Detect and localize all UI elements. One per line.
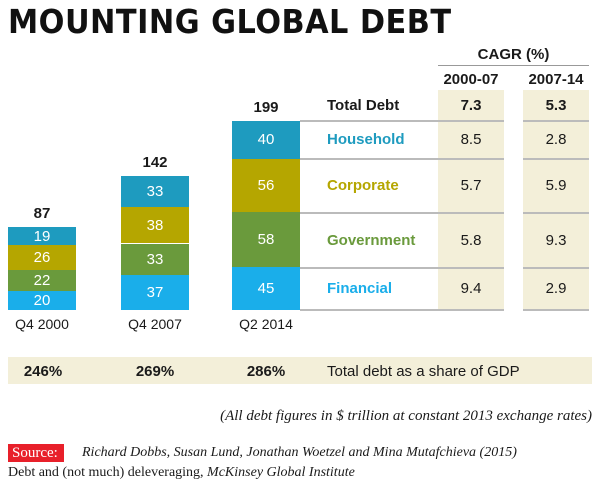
source-label: Source: — [8, 444, 64, 462]
cagr-financial-2000-07: 9.4 — [460, 280, 482, 297]
row-label-corporate: Corporate — [327, 177, 399, 194]
row-label-household: Household — [327, 131, 405, 148]
row-divider — [300, 309, 438, 311]
bar-corporate-1: 38 — [121, 207, 189, 244]
bar-financial-2: 45 — [232, 267, 300, 310]
bar-corporate-2: 56 — [232, 158, 300, 213]
bar-financial-1: 37 — [121, 274, 189, 310]
row-divider — [438, 120, 504, 122]
row-divider — [438, 267, 504, 269]
gdp-label: Total debt as a share of GDP — [327, 363, 520, 380]
cagr-household-2000-07: 8.5 — [460, 131, 482, 148]
row-divider — [300, 267, 438, 269]
row-divider — [300, 158, 438, 160]
row-divider — [300, 120, 438, 122]
row-divider — [523, 267, 589, 269]
row-divider — [523, 309, 589, 311]
total-label-1: 142 — [142, 154, 168, 172]
cagr-corporate-2000-07: 5.7 — [460, 177, 482, 194]
cagr-total-debt-2000-07: 7.3 — [460, 96, 482, 114]
bar-corporate-0: 26 — [8, 245, 76, 271]
bar-value: 20 — [33, 292, 51, 309]
gdp-band — [8, 357, 592, 384]
cagr-header: CAGR (%) — [477, 46, 550, 63]
bar-value: 26 — [33, 249, 51, 267]
bar-household-1: 33 — [121, 176, 189, 208]
bar-value: 56 — [257, 177, 275, 195]
bar-government-0: 22 — [8, 270, 76, 291]
x-tick-label-0: Q4 2000 — [15, 316, 69, 332]
cagr-column-2-shade — [523, 90, 589, 310]
bar-value: 22 — [33, 272, 51, 290]
cagr-government-2000-07: 5.8 — [460, 231, 482, 249]
row-label-financial: Financial — [327, 280, 393, 297]
row-divider — [523, 120, 589, 122]
row-divider — [438, 309, 504, 311]
row-divider — [523, 158, 589, 160]
column-header-2000-07: 2000-07 — [443, 71, 499, 88]
source-title: Debt and (not much) deleveraging, — [8, 465, 208, 480]
total-label-2: 199 — [253, 98, 279, 116]
cagr-corporate-2007-14: 5.9 — [545, 177, 567, 194]
bar-value: 33 — [146, 250, 164, 268]
gdp-share-q4-2007: 269% — [135, 363, 175, 380]
x-tick-label-2: Q2 2014 — [239, 316, 293, 332]
total-label-0: 87 — [33, 205, 51, 223]
row-label-total-debt: Total Debt — [327, 96, 400, 114]
unit-note: (All debt figures in $ trillion at const… — [220, 408, 592, 424]
bar-value: 40 — [257, 131, 275, 149]
cagr-government-2007-14: 9.3 — [545, 231, 567, 249]
divider — [438, 65, 589, 66]
bar-value: 37 — [146, 283, 164, 301]
source-authors: Richard Dobbs, Susan Lund, Jonathan Woet… — [82, 445, 517, 460]
cagr-total-debt-2007-14: 5.3 — [545, 96, 567, 114]
bar-financial-0: 20 — [8, 291, 76, 310]
cagr-household-2007-14: 2.8 — [545, 131, 567, 148]
bar-government-2: 58 — [232, 212, 300, 268]
bar-value: 19 — [33, 227, 51, 245]
bar-value: 45 — [257, 280, 275, 298]
bar-household-0: 19 — [8, 227, 76, 246]
gdp-share-q4-2000: 246% — [23, 363, 63, 380]
cagr-financial-2007-14: 2.9 — [545, 280, 567, 297]
x-tick-label-1: Q4 2007 — [128, 316, 182, 332]
row-divider — [300, 212, 438, 214]
column-header-2007-14: 2007-14 — [528, 71, 584, 88]
bar-value: 33 — [146, 183, 164, 201]
bar-government-1: 33 — [121, 243, 189, 275]
bar-value: 58 — [257, 231, 275, 249]
source-publisher: McKinsey Global Institute — [207, 465, 355, 480]
chart-title: MOUNTING GLOBAL DEBT — [8, 2, 452, 41]
row-label-government: Government — [327, 231, 416, 249]
row-divider — [438, 212, 504, 214]
gdp-share-q2-2014: 286% — [246, 363, 286, 380]
bar-value: 38 — [146, 216, 164, 234]
row-divider — [523, 212, 589, 214]
bar-household-2: 40 — [232, 120, 300, 159]
cagr-column-1-shade — [438, 90, 504, 310]
row-divider — [438, 158, 504, 160]
